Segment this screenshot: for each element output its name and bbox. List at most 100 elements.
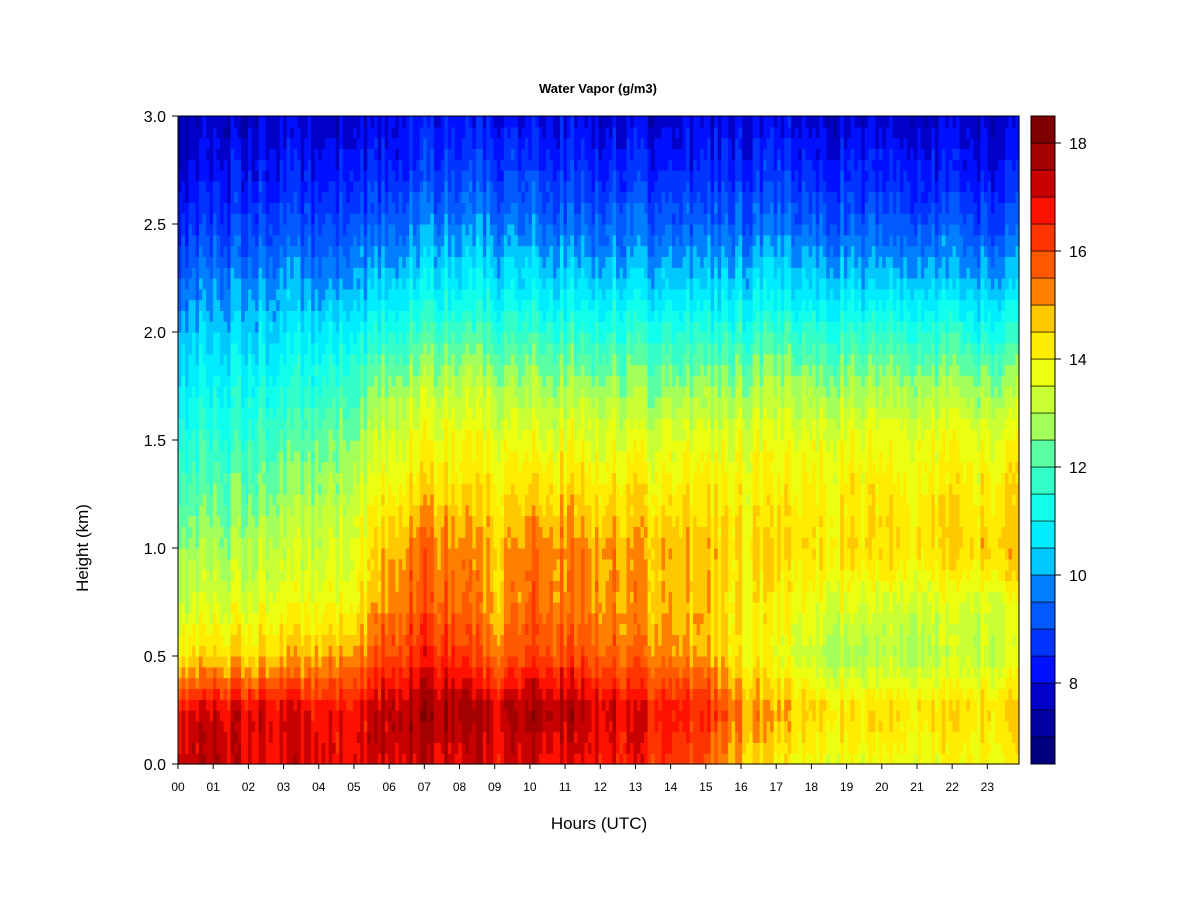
- heatmap-cell: [283, 364, 288, 376]
- heatmap-cell: [307, 677, 312, 689]
- heatmap-cell: [356, 170, 361, 182]
- heatmap-cell: [290, 472, 295, 484]
- heatmap-cell: [255, 677, 260, 689]
- heatmap-cell: [251, 537, 256, 549]
- heatmap-cell: [181, 612, 186, 625]
- heatmap-cell: [465, 375, 470, 387]
- heatmap-cell: [409, 191, 414, 203]
- heatmap-cell: [353, 440, 358, 452]
- heatmap-cell: [297, 623, 302, 635]
- heatmap-cell: [181, 450, 186, 463]
- heatmap-cell: [290, 623, 295, 635]
- heatmap-cell: [339, 558, 344, 571]
- heatmap-cell: [426, 159, 431, 171]
- heatmap-cell: [451, 148, 456, 160]
- heatmap-cell: [188, 526, 193, 538]
- heatmap-cell: [360, 612, 365, 625]
- heatmap-cell: [426, 742, 431, 754]
- heatmap-cell: [181, 299, 186, 311]
- heatmap-cell: [346, 591, 351, 603]
- heatmap-cell: [384, 429, 389, 441]
- heatmap-cell: [181, 191, 186, 203]
- heatmap-cell: [181, 332, 186, 344]
- heatmap-cell: [370, 591, 375, 603]
- heatmap-cell: [398, 321, 403, 333]
- heatmap-cell: [262, 634, 267, 646]
- heatmap-cell: [454, 245, 459, 257]
- heatmap-cell: [237, 353, 242, 365]
- heatmap-cell: [269, 440, 274, 452]
- heatmap-cell: [437, 407, 442, 419]
- heatmap-cell: [297, 191, 302, 203]
- heatmap-cell: [178, 310, 183, 322]
- heatmap-cell: [335, 332, 340, 344]
- heatmap-cell: [440, 170, 445, 182]
- heatmap-cell: [342, 288, 347, 301]
- heatmap-cell: [430, 332, 435, 344]
- heatmap-cell: [223, 256, 228, 268]
- heatmap-cell: [286, 591, 291, 603]
- heatmap-cell: [304, 558, 309, 571]
- heatmap-cell: [426, 310, 431, 322]
- heatmap-cell: [234, 742, 239, 754]
- heatmap-cell: [356, 677, 361, 689]
- heatmap-cell: [251, 666, 256, 679]
- heatmap-cell: [416, 656, 421, 668]
- heatmap-cell: [304, 137, 309, 149]
- heatmap-cell: [405, 720, 410, 733]
- heatmap-cell: [188, 515, 193, 527]
- heatmap-cell: [342, 332, 347, 344]
- heatmap-cell: [258, 602, 263, 614]
- heatmap-cell: [272, 310, 277, 322]
- heatmap-cell: [419, 116, 424, 128]
- heatmap-cell: [216, 699, 221, 711]
- heatmap-cell: [290, 234, 295, 247]
- heatmap-cell: [367, 321, 372, 333]
- heatmap-cell: [227, 515, 232, 527]
- heatmap-cell: [437, 569, 442, 581]
- heatmap-cell: [398, 288, 403, 301]
- heatmap-cell: [199, 450, 204, 463]
- heatmap-cell: [272, 548, 277, 560]
- heatmap-cell: [234, 666, 239, 679]
- heatmap-cell: [381, 537, 386, 549]
- heatmap-cell: [185, 569, 190, 581]
- heatmap-cell: [178, 418, 183, 430]
- heatmap-cell: [370, 472, 375, 484]
- heatmap-cell: [458, 332, 463, 344]
- heatmap-cell: [237, 461, 242, 473]
- heatmap-cell: [297, 267, 302, 279]
- heatmap-cell: [335, 310, 340, 322]
- heatmap-cell: [328, 548, 333, 560]
- heatmap-cell: [454, 472, 459, 484]
- heatmap-cell: [339, 483, 344, 495]
- heatmap-cell: [244, 332, 249, 344]
- heatmap-cell: [318, 731, 323, 743]
- heatmap-cell: [223, 245, 228, 257]
- heatmap-cell: [346, 720, 351, 733]
- heatmap-cell: [213, 472, 218, 484]
- heatmap-cell: [178, 148, 183, 160]
- heatmap-cell: [202, 461, 207, 473]
- heatmap-cell: [391, 148, 396, 160]
- heatmap-cell: [276, 256, 281, 268]
- heatmap-cell: [307, 224, 312, 236]
- heatmap-cell: [206, 170, 211, 182]
- heatmap-cell: [426, 116, 431, 128]
- heatmap-cell: [423, 159, 428, 171]
- heatmap-cell: [216, 623, 221, 635]
- heatmap-cell: [454, 526, 459, 538]
- heatmap-cell: [433, 710, 438, 722]
- heatmap-cell: [444, 645, 449, 657]
- heatmap-cell: [178, 429, 183, 441]
- heatmap-cell: [321, 623, 326, 635]
- heatmap-cell: [314, 494, 319, 506]
- heatmap-cell: [311, 375, 316, 387]
- heatmap-cell: [199, 569, 204, 581]
- heatmap-cell: [314, 720, 319, 733]
- heatmap-cell: [314, 418, 319, 430]
- heatmap-cell: [426, 375, 431, 387]
- heatmap-cell: [391, 159, 396, 171]
- heatmap-cell: [241, 677, 246, 689]
- heatmap-cell: [314, 245, 319, 257]
